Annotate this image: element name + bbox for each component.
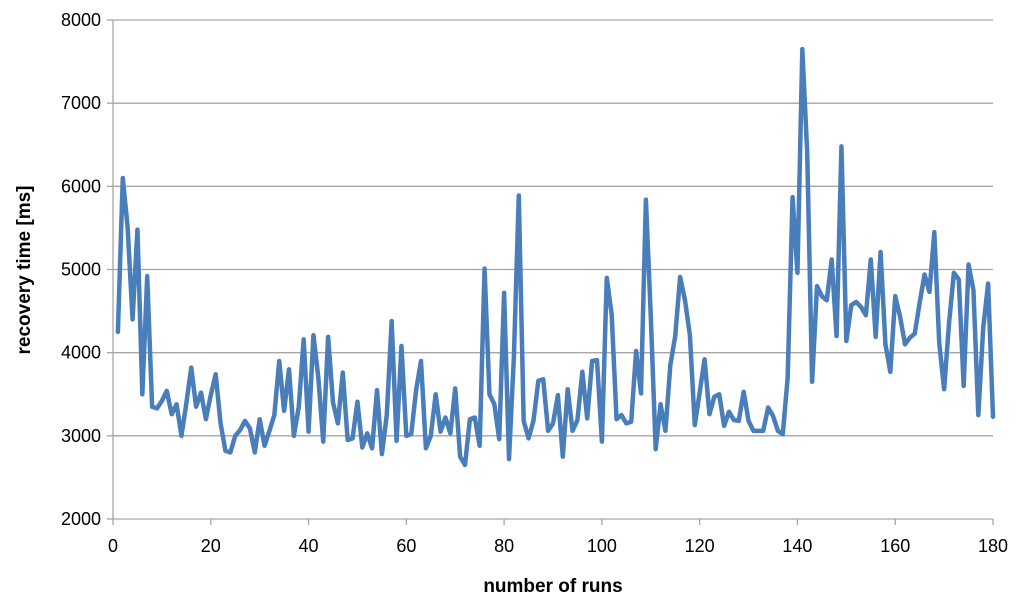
- y-tick-label: 5000: [61, 260, 101, 280]
- x-tick-label: 40: [299, 536, 319, 556]
- series-line: [115, 46, 996, 468]
- series-layer: [115, 46, 996, 468]
- x-tick-label: 20: [201, 536, 221, 556]
- y-axis-title: recovery time [ms]: [14, 186, 35, 355]
- x-tick-labels: 0 20 40 60 80 100 120 140 160 180: [108, 536, 1008, 556]
- y-tick-label: 6000: [61, 176, 101, 196]
- x-tick-label: 100: [587, 536, 617, 556]
- y-tick-label: 2000: [61, 509, 101, 529]
- x-tick-label: 140: [782, 536, 812, 556]
- x-tick-label: 160: [880, 536, 910, 556]
- y-tick-label: 8000: [61, 10, 101, 30]
- y-tick-label: 7000: [61, 93, 101, 113]
- x-tick-label: 60: [396, 536, 416, 556]
- y-tick-label: 4000: [61, 343, 101, 363]
- x-tick-label: 80: [494, 536, 514, 556]
- y-tick-labels: 2000 3000 4000 5000 6000 7000 8000: [61, 10, 101, 529]
- gridlines: [113, 19, 993, 437]
- x-tick-label: 0: [108, 536, 118, 556]
- x-tick-label: 120: [685, 536, 715, 556]
- y-tick-label: 3000: [61, 426, 101, 446]
- axes: [107, 19, 994, 525]
- x-axis-title: number of runs: [483, 576, 622, 597]
- x-tick-label: 180: [978, 536, 1008, 556]
